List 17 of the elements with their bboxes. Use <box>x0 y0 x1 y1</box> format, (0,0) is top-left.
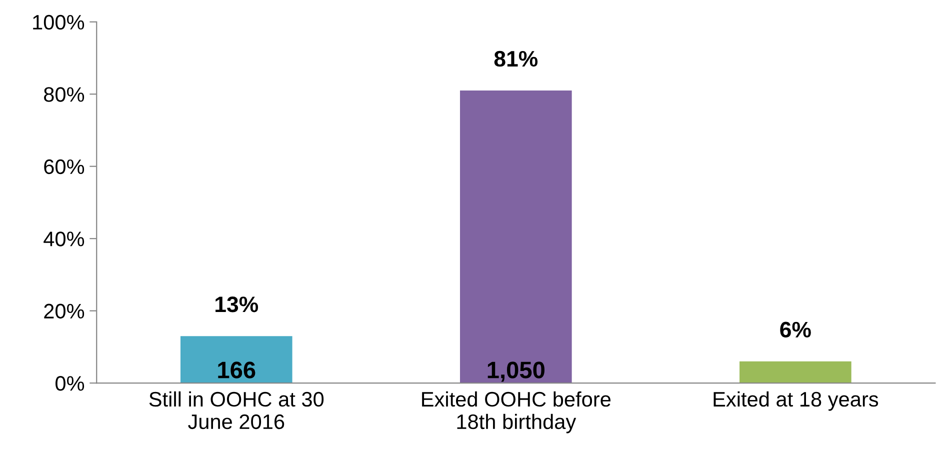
data-label: 13% <box>216 296 258 312</box>
data-label: 81% <box>494 50 538 67</box>
y-tick-label: 60% <box>44 159 84 174</box>
bar <box>460 90 572 384</box>
annotation: 1,050 <box>488 362 544 382</box>
x-tick-label: Exited OOHC before 18th birthday <box>422 391 611 434</box>
x-tick-label: Exited at 18 years <box>714 391 878 411</box>
y-tick-label: 40% <box>44 232 84 246</box>
y-tick-label: 20% <box>44 304 84 319</box>
y-tick-label: 100% <box>33 14 84 30</box>
data-label: 6% <box>780 322 811 338</box>
annotation: 166 <box>218 362 256 378</box>
y-tick-label: 80% <box>44 87 84 102</box>
bar <box>740 361 852 384</box>
x-tick-label: Still in OOHC at 30 June 2016 <box>149 391 324 430</box>
y-tick-label: 0% <box>56 376 84 391</box>
bar <box>180 336 292 384</box>
